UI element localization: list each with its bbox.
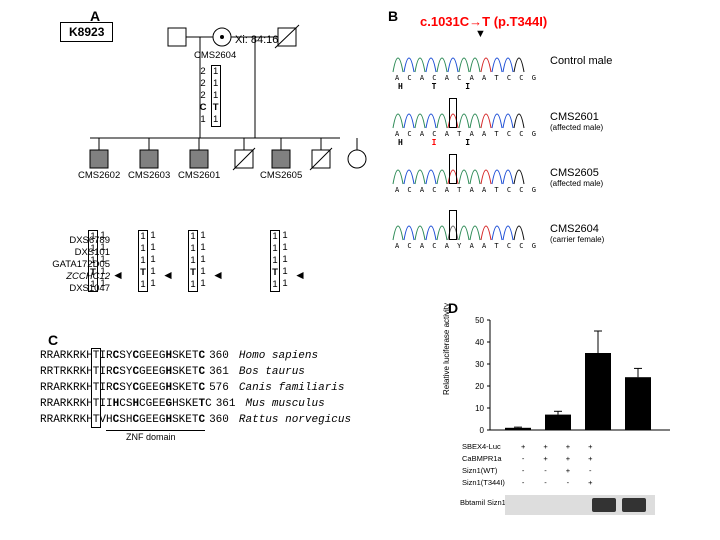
child-id-CMS2603: CMS2603 — [128, 170, 170, 181]
blot-band — [622, 498, 646, 512]
znf-underline — [106, 430, 205, 431]
trace-row-0: A C A C A C A A T C C GH T I Control male — [390, 40, 700, 92]
condition-row: CaBMPR1a-+++ — [462, 454, 601, 464]
panel-b: c.1031C→T (p.T344I) ▼ A C A C A C A A T … — [380, 10, 710, 280]
blot-band — [592, 498, 616, 512]
trace-label: CMS2605(affected male) — [550, 167, 603, 188]
alignment-box — [91, 348, 101, 428]
trace-label: CMS2604(carrier female) — [550, 223, 604, 244]
trace-label: Control male — [550, 55, 612, 67]
seq-text: A C A C A Y A A T C C G — [395, 242, 538, 250]
carrier-id: CMS2604 — [194, 50, 236, 61]
child-id-CMS2605: CMS2605 — [260, 170, 302, 181]
seq-text: A C A C A T A A T C C G — [395, 186, 538, 194]
mutation-box — [449, 98, 457, 128]
carrier-haplo: 222C1 111T1 — [198, 65, 221, 127]
mutation-title: c.1031C→T (p.T344I) — [420, 14, 547, 29]
bar-chart: 0 10 20 30 40 50 — [440, 310, 700, 440]
svg-text:0: 0 — [480, 426, 485, 435]
arrow-icon: ◄ — [212, 268, 224, 282]
child-id-CMS2601: CMS2601 — [178, 170, 220, 181]
trace-row-1: A C A C A T A A T C C GH I I CMS2601(affe… — [390, 96, 700, 148]
blot-label: Bbtamil Sizn1 — [460, 498, 506, 507]
child-id-CMS2602: CMS2602 — [78, 170, 120, 181]
haplo-col: 111T111111 — [270, 230, 290, 292]
haplo-col: 111T111111 — [88, 230, 108, 292]
condition-row: Sizn1(WT)--+- — [462, 466, 601, 476]
panel-a: K8923 Xi: 84:16 CMS2604 222C1 111T1 DXS6… — [40, 10, 360, 300]
trace-row-3: A C A C A Y A A T C C G CMS2604(carrier f… — [390, 208, 700, 260]
trace-label: CMS2601(affected male) — [550, 111, 603, 132]
seq-text: A C A C A T A A T C C G — [395, 130, 538, 138]
aa-text: H T I — [398, 82, 482, 91]
aa-text: H I I — [398, 138, 482, 147]
seq-text: A C A C A C A A T C C G — [395, 74, 538, 82]
svg-text:10: 10 — [475, 404, 484, 413]
svg-text:20: 20 — [475, 382, 484, 391]
arrow-icon: ◄ — [112, 268, 124, 282]
western-blot — [505, 495, 655, 515]
svg-text:50: 50 — [475, 316, 484, 325]
arrow-icon: ◄ — [294, 268, 306, 282]
svg-text:40: 40 — [475, 338, 484, 347]
mutation-box — [449, 154, 457, 184]
znf-label: ZNF domain — [126, 432, 176, 442]
mutation-arrow-icon: ▼ — [475, 28, 486, 40]
haplo-col: 111T111111 — [138, 230, 158, 292]
mutation-box — [449, 210, 457, 240]
condition-table: SBEX4-Luc++++ CaBMPR1a-+++ Sizn1(WT)--+- Si… — [460, 440, 603, 490]
trace-row-2: A C A C A T A A T C C G CMS2605(affected … — [390, 152, 700, 204]
panel-c: RRARKRKHTIRCSYCGEEGHSKETC360Homo sapiens… — [40, 330, 400, 470]
svg-text:30: 30 — [475, 360, 484, 369]
condition-row: Sizn1(T344I)---+ — [462, 478, 601, 488]
arrow-icon: ◄ — [162, 268, 174, 282]
panel-d: Relative luciferase activity 01020304050… — [440, 300, 710, 530]
haplo-col: 111T111111 — [188, 230, 208, 292]
condition-row: SBEX4-Luc++++ — [462, 442, 601, 452]
